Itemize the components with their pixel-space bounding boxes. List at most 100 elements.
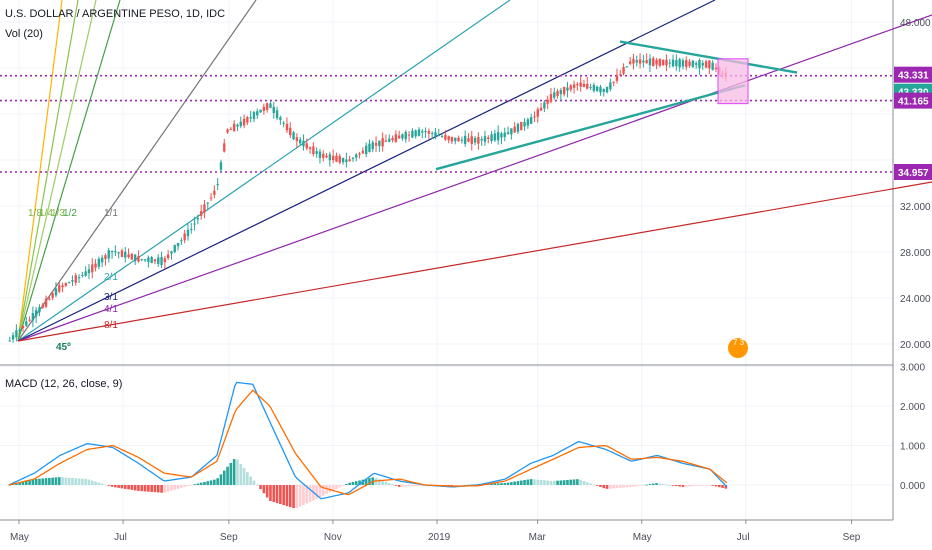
macd-histogram-bar	[71, 478, 74, 485]
gann-fan-label: 8/1	[104, 320, 118, 331]
macd-histogram-bar	[338, 485, 342, 488]
macd-histogram-bar	[450, 485, 454, 486]
candle-body	[64, 283, 68, 286]
macd-panel	[8, 381, 728, 509]
candle-body	[711, 62, 714, 70]
candle-body	[166, 254, 170, 259]
candle-body	[84, 271, 87, 276]
candle-body	[411, 130, 414, 138]
macd-histogram-bar	[74, 478, 78, 485]
time-tick-label: Jul	[737, 532, 750, 543]
candle-body	[675, 60, 678, 67]
macd-histogram-bar	[226, 466, 229, 485]
macd-histogram-bar	[21, 481, 25, 485]
candle-body	[632, 58, 635, 64]
candle-body	[543, 102, 546, 109]
gann-fan-label: 3/1	[104, 292, 118, 303]
candle-body	[18, 329, 21, 332]
macd-histogram-bar	[632, 485, 635, 487]
event-flag-text: 7 3	[733, 338, 745, 347]
macd-histogram-bar	[572, 479, 576, 485]
macd-histogram-bar	[566, 479, 569, 485]
candle-body	[619, 74, 622, 76]
time-tick-label: Jul	[114, 532, 127, 543]
signal-line	[8, 389, 728, 496]
candle-body	[523, 122, 526, 127]
candle-body	[394, 134, 398, 142]
macd-histogram-bar	[648, 484, 652, 485]
candle-body	[180, 240, 183, 242]
macd-histogram-bar	[262, 485, 266, 494]
macd-histogram-bar	[147, 485, 150, 492]
macd-histogram-bar	[298, 485, 302, 507]
candle-body	[308, 147, 312, 149]
candle-body	[652, 58, 655, 67]
candle-body	[635, 60, 638, 63]
candle-body	[595, 86, 599, 91]
macd-histogram-bar	[252, 480, 256, 485]
macd-histogram-bar	[183, 485, 186, 487]
macd-histogram-bar	[519, 480, 523, 485]
macd-histogram-bar	[612, 485, 615, 489]
macd-histogram-bar	[533, 479, 536, 485]
chart-title: U.S. DOLLAR / ARGENTINE PESO, 1D, IDC	[5, 8, 226, 20]
macd-histogram-bar	[232, 459, 236, 485]
macd-histogram-bar	[701, 485, 705, 486]
macd-histogram-bar	[163, 485, 167, 493]
macd-histogram-bar	[599, 485, 602, 487]
macd-histogram-bar	[308, 485, 312, 502]
candle-body	[11, 335, 15, 340]
macd-histogram-bar	[249, 476, 252, 485]
volume-legend: Vol (20)	[5, 28, 43, 40]
candle-body	[127, 254, 130, 258]
candle-body	[163, 258, 167, 263]
candle-body	[147, 257, 150, 263]
candle-body	[351, 157, 355, 159]
candle-body	[434, 132, 437, 137]
candle-body	[493, 133, 497, 141]
candle-body	[173, 245, 176, 252]
candle-body	[110, 251, 114, 253]
candle-body	[506, 132, 510, 135]
candle-body	[437, 134, 440, 136]
macd-histogram-bar	[602, 485, 606, 489]
macd-histogram-bar	[114, 485, 117, 488]
candle-body	[289, 127, 292, 136]
macd-histogram-bar	[302, 485, 305, 505]
candle-body	[655, 59, 658, 65]
candle-body	[285, 123, 289, 131]
candle-body	[381, 138, 384, 147]
candle-body	[378, 140, 381, 147]
candle-body	[648, 58, 652, 66]
candle-body	[404, 131, 407, 140]
candle-body	[681, 60, 685, 67]
candle-body	[295, 137, 299, 141]
macd-histogram-bar	[665, 484, 668, 486]
candle-body	[160, 256, 163, 266]
macd-histogram-bar	[180, 485, 183, 488]
macd-histogram-bar	[196, 483, 200, 485]
candle-body	[665, 59, 668, 66]
macd-histogram-bar	[493, 483, 497, 485]
macd-histogram-bar	[668, 484, 672, 486]
macd-histogram-bar	[651, 483, 655, 485]
macd-histogram-bar	[87, 479, 91, 485]
macd-histogram-bar	[236, 459, 239, 485]
candle-body	[199, 211, 203, 216]
candle-body	[576, 84, 579, 86]
candle-body	[526, 119, 530, 126]
macd-histogram-bar	[133, 485, 137, 491]
gann-fan-line	[17, 0, 511, 342]
projection-box	[717, 58, 749, 105]
macd-histogram-bar	[140, 485, 144, 492]
candle-body	[602, 89, 605, 92]
macd-histogram-bar	[222, 470, 226, 485]
gann-fan-label: 2/1	[104, 272, 118, 283]
candle-body	[668, 62, 671, 64]
candle-body	[688, 61, 691, 66]
candle-body	[186, 229, 190, 237]
candle-body	[54, 288, 58, 296]
macd-histogram-bar	[295, 485, 299, 509]
macd-histogram-bar	[549, 480, 553, 485]
